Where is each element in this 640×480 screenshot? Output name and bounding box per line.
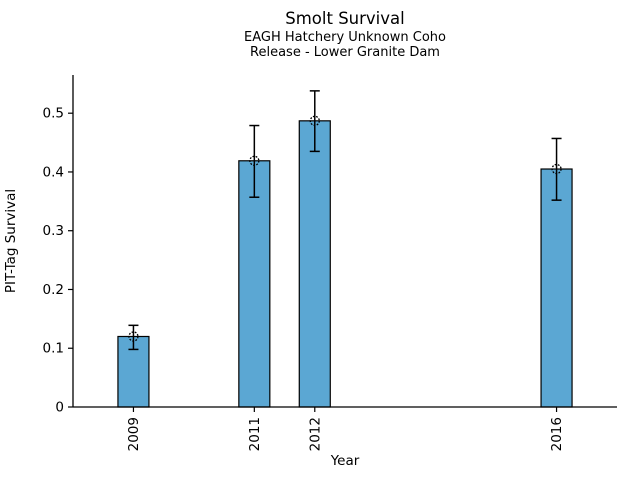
y-tick-label-0: 0 [55,400,64,416]
chart-title: Smolt Survival [285,9,404,28]
bar-2012 [298,120,331,408]
x-tick-label-2009: 2009 [126,417,142,451]
bar-2016 [540,168,573,408]
y-tick-label-0.5: 0.5 [43,106,64,122]
x-tick-label-2011: 2011 [247,417,263,451]
x-tick-label-2012: 2012 [307,417,323,451]
x-axis-label: Year [330,453,360,469]
y-tick-label-0.2: 0.2 [43,282,64,298]
point-marker-2011 [249,155,260,166]
y-tick-label-0.1: 0.1 [43,341,64,357]
plot-area: 0 0.1 0.2 0.3 0.4 0.5 2009 2011 2012 2016 [43,75,617,451]
x-tick-label-2016: 2016 [549,417,565,451]
y-tick-label-0.4: 0.4 [43,164,64,180]
point-marker-2009 [128,331,139,342]
y-tick-label-0.3: 0.3 [43,223,64,239]
chart-subtitle-line1: EAGH Hatchery Unknown Coho [244,30,446,45]
point-marker-2016 [551,163,562,175]
y-axis-label: PIT-Tag Survival [3,189,19,293]
point-marker-2012 [309,115,320,126]
chart-subtitle-line2: Release - Lower Granite Dam [250,45,440,60]
